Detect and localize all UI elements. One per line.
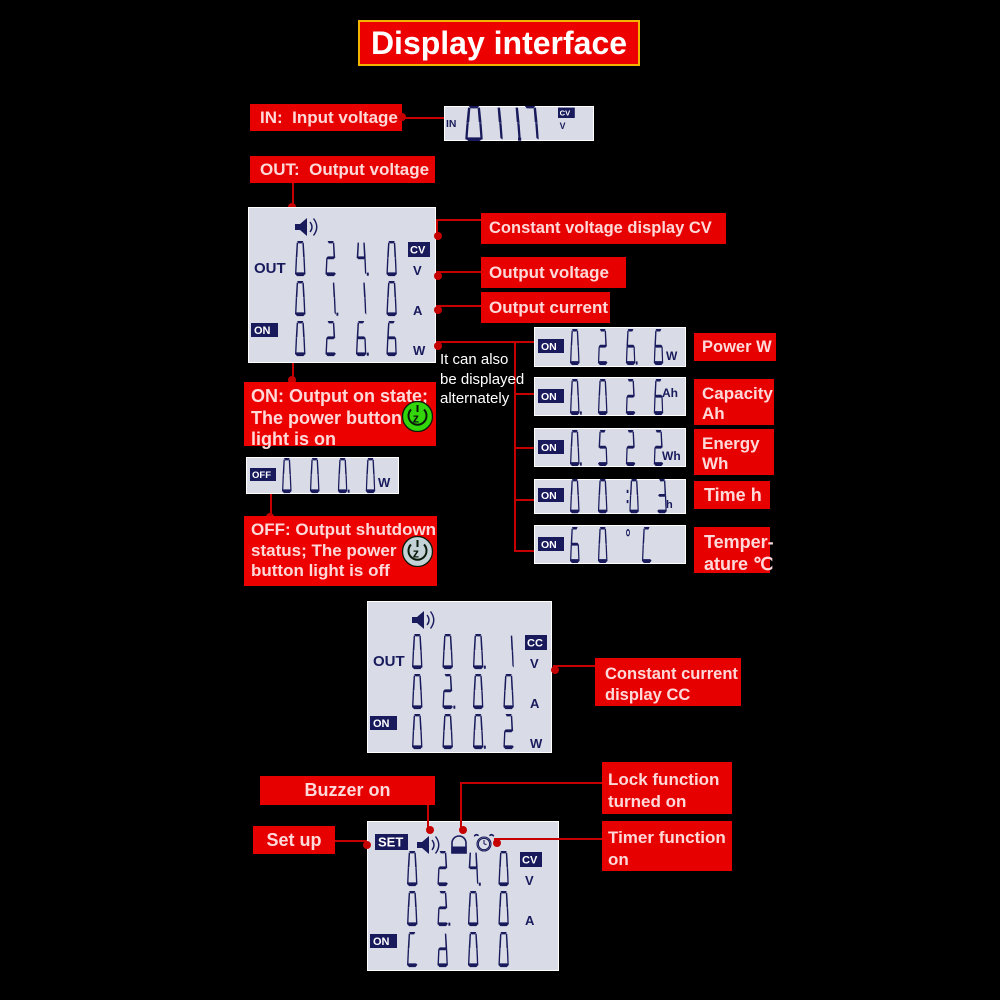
svg-text:h: h [666, 499, 673, 511]
svg-text:Ah: Ah [662, 386, 678, 400]
svg-text:ON: ON [541, 442, 557, 454]
svg-text:CC: CC [527, 638, 543, 650]
svg-text:A: A [530, 696, 540, 711]
svg-text:ON: ON [373, 936, 390, 948]
svg-text:W: W [530, 736, 543, 751]
svg-text:W: W [413, 343, 426, 358]
svg-text:V: V [530, 656, 539, 671]
svg-text:W: W [666, 349, 678, 363]
svg-text:OFF: OFF [252, 470, 271, 481]
svg-text:ON: ON [254, 325, 271, 337]
svg-text:A: A [413, 303, 423, 318]
svg-text:Wh: Wh [662, 449, 681, 463]
svg-text:A: A [525, 913, 535, 928]
svg-text:ON: ON [541, 490, 557, 502]
svg-text:z: z [413, 547, 419, 561]
svg-text:CV: CV [560, 109, 571, 118]
svg-text:ON: ON [541, 341, 557, 353]
svg-text:ON: ON [541, 391, 557, 403]
svg-text:V: V [560, 121, 566, 131]
svg-text:z: z [413, 412, 419, 426]
svg-text:ON: ON [541, 539, 557, 551]
svg-text:CV: CV [410, 245, 426, 257]
svg-text:SET: SET [378, 835, 403, 850]
svg-text:V: V [525, 873, 534, 888]
svg-text:IN: IN [446, 119, 456, 130]
svg-text:W: W [378, 475, 391, 490]
svg-text:OUT: OUT [373, 653, 405, 670]
svg-text:OUT: OUT [254, 260, 286, 277]
svg-text:CV: CV [522, 855, 538, 867]
svg-text:V: V [413, 263, 422, 278]
svg-text:ON: ON [373, 718, 390, 730]
